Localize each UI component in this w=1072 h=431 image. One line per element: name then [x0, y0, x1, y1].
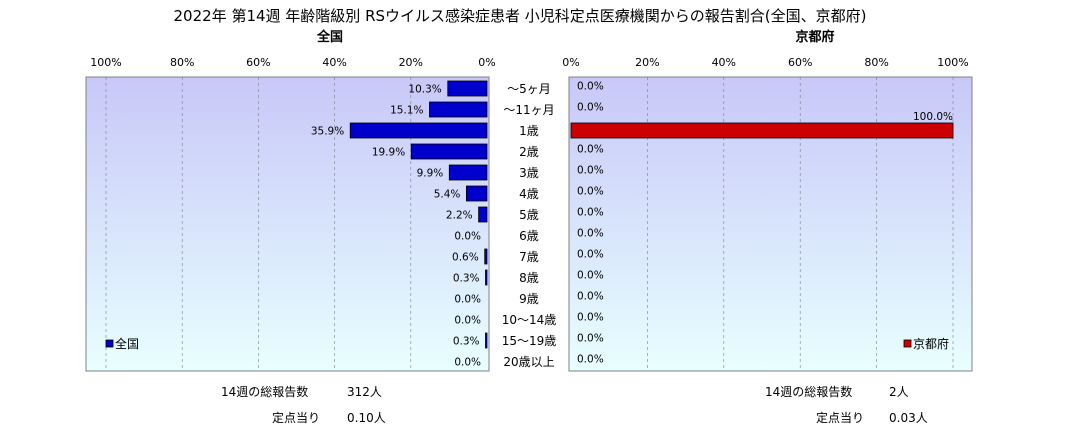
kyoto-value-label: 0.0% [577, 228, 604, 240]
category-label: 9歳 [519, 292, 539, 306]
national-panel-title: 全国 [316, 29, 343, 45]
national-bar [410, 143, 488, 160]
kyoto-per-value: 0.03人 [889, 411, 928, 425]
national-bar [466, 185, 488, 202]
national-total-label: 14週の総報告数 [221, 384, 308, 399]
national-value-label: 5.4% [434, 189, 461, 201]
category-label: 1歳 [519, 124, 539, 138]
national-tick-label: 60% [246, 56, 270, 69]
national-tick-label: 20% [399, 56, 423, 69]
national-bar [484, 248, 488, 265]
kyoto-legend-swatch [903, 339, 912, 348]
national-value-label: 2.2% [446, 210, 473, 222]
kyoto-value-label: 0.0% [577, 291, 604, 303]
national-value-labels: 10.3% 15.1% 35.9% 19.9% 9.9% 5.4% 2.2% 0.0% 0.6%… [311, 84, 481, 369]
kyoto-tick-label: 40% [712, 56, 736, 69]
category-label: 8歳 [519, 271, 539, 285]
national-value-label: 0.3% [453, 336, 480, 348]
national-plot-area [85, 76, 490, 372]
kyoto-tick-label: 80% [864, 56, 888, 69]
chart-title: 2022年 第14週 年齢階級別 RSウイルス感染症患者 小児科定点医療機関から… [174, 7, 867, 25]
national-legend-label: 全国 [115, 336, 139, 351]
national-gridlines [105, 77, 412, 371]
national-per-value: 0.10人 [347, 411, 386, 425]
national-bar [485, 332, 488, 349]
category-label: 5歳 [519, 208, 539, 222]
kyoto-total-label: 14週の総報告数 [765, 384, 852, 399]
national-per-label: 定点当り [272, 410, 320, 425]
national-value-label: 0.0% [454, 315, 481, 327]
kyoto-tick-label: 60% [788, 56, 812, 69]
national-bars [349, 80, 488, 349]
national-bar [447, 80, 488, 97]
kyoto-panel-title: 京都府 [795, 29, 834, 45]
kyoto-value-label: 0.0% [577, 312, 604, 324]
kyoto-value-label: 0.0% [577, 207, 604, 219]
national-total-value: 312人 [347, 385, 382, 399]
national-bar [478, 206, 488, 223]
national-value-label: 10.3% [408, 84, 441, 96]
national-bar [448, 164, 488, 181]
national-bar [485, 269, 488, 286]
kyoto-value-label: 0.0% [577, 102, 604, 114]
category-label: 6歳 [519, 229, 539, 243]
kyoto-value-label: 0.0% [577, 333, 604, 345]
kyoto-legend: 京都府 [903, 336, 949, 351]
kyoto-bars [570, 122, 954, 139]
category-label: 15～19歳 [502, 334, 557, 348]
national-tick-label: 80% [170, 56, 194, 69]
kyoto-value-label: 0.0% [577, 354, 604, 366]
kyoto-plot-area [568, 76, 973, 372]
national-value-label: 0.0% [454, 357, 481, 369]
national-tick-label: 100% [90, 56, 121, 69]
category-label: 4歳 [519, 187, 539, 201]
kyoto-legend-label: 京都府 [913, 336, 949, 351]
category-label: 7歳 [519, 250, 539, 264]
national-axis-ticks: 100% 80% 60% 40% 20% 0% [90, 56, 495, 69]
kyoto-value-label: 0.0% [577, 186, 604, 198]
kyoto-value-labels: 0.0% 0.0% 100.0% 0.0% 0.0% 0.0% 0.0% 0.0% 0.0% 0.… [577, 81, 953, 366]
kyoto-tick-label: 20% [635, 56, 659, 69]
category-labels: ～5ヶ月 ～11ヶ月 1歳 2歳 3歳 4歳 5歳 6歳 7歳 8歳 9歳 10～14歳 15～19歳 2… [502, 82, 557, 369]
category-label: ～11ヶ月 [503, 103, 554, 117]
national-legend: 全国 [105, 336, 139, 351]
national-value-label: 19.9% [372, 147, 405, 159]
national-value-label: 0.0% [454, 294, 481, 306]
national-bar [349, 122, 488, 139]
kyoto-value-label: 100.0% [913, 111, 953, 123]
kyoto-per-label: 定点当り [816, 410, 864, 425]
national-value-label: 35.9% [311, 126, 344, 138]
kyoto-bar [570, 122, 954, 139]
category-label: 20歳以上 [503, 355, 554, 369]
kyoto-value-label: 0.0% [577, 270, 604, 282]
category-label: 3歳 [519, 166, 539, 180]
kyoto-total-value: 2人 [889, 385, 909, 399]
national-value-label: 9.9% [417, 168, 444, 180]
national-value-label: 0.3% [453, 273, 480, 285]
kyoto-value-label: 0.0% [577, 81, 604, 93]
national-value-label: 15.1% [390, 105, 423, 117]
kyoto-axis-ticks: 0% 20% 40% 60% 80% 100% [562, 56, 968, 69]
category-label: ～5ヶ月 [507, 82, 551, 96]
kyoto-tick-label: 100% [937, 56, 968, 69]
kyoto-value-label: 0.0% [577, 249, 604, 261]
national-bar [429, 101, 488, 118]
national-value-label: 0.0% [454, 231, 481, 243]
kyoto-tick-label: 0% [562, 56, 579, 69]
category-label: 10～14歳 [502, 313, 557, 327]
category-label: 2歳 [519, 145, 539, 159]
kyoto-value-label: 0.0% [577, 165, 604, 177]
national-tick-label: 40% [322, 56, 346, 69]
national-value-label: 0.6% [452, 252, 479, 264]
national-legend-swatch [105, 339, 114, 348]
national-tick-label: 0% [478, 56, 495, 69]
kyoto-value-label: 0.0% [577, 144, 604, 156]
